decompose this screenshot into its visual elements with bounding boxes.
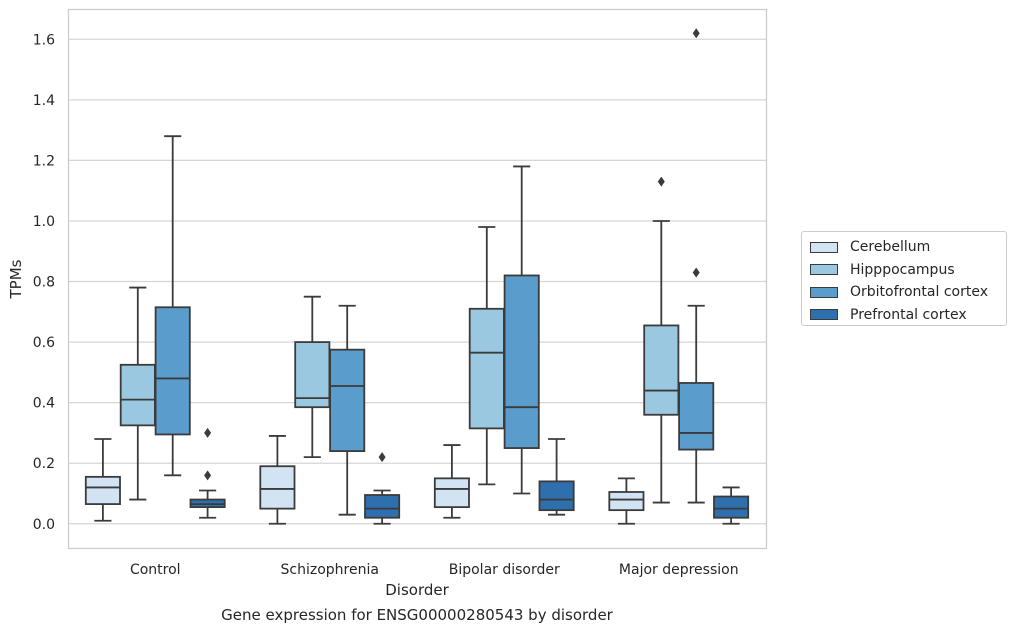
box-iqr <box>503 274 540 449</box>
chart-caption: Gene expression for ENSG00000280543 by d… <box>221 606 613 624</box>
box-prefrontal-cortex-major-depression <box>713 486 750 525</box>
box-orbitofrontal-cortex-bipolar-disorder <box>503 165 540 495</box>
box-prefrontal-cortex-control <box>189 427 226 519</box>
legend-label: Orbitofrontal cortex <box>850 284 988 301</box>
box-cerebellum-bipolar-disorder <box>433 444 470 519</box>
box-orbitofrontal-cortex-control <box>154 135 191 477</box>
legend-swatch <box>810 309 838 321</box>
outlier-point <box>204 427 212 438</box>
box-cerebellum-schizophrenia <box>259 435 296 525</box>
box-iqr <box>433 477 470 509</box>
legend-swatch <box>810 264 838 276</box>
outlier-point <box>204 470 212 481</box>
legend: Cerebellum Hipppocampus Orbitofrontal co… <box>801 231 1007 326</box>
x-tick-label: Control <box>130 562 181 578</box>
box-cerebellum-control <box>84 438 121 522</box>
box-prefrontal-cortex-schizophrenia <box>364 452 401 525</box>
y-tick-label: 1.0 <box>33 214 55 230</box>
box-iqr <box>468 307 505 430</box>
legend-item-cerebellum: Cerebellum <box>810 236 1006 259</box>
plot-frame <box>67 8 768 550</box>
y-tick-label: 1.2 <box>33 153 55 169</box>
y-tick-label: 0.6 <box>33 335 55 351</box>
box-iqr <box>643 324 680 416</box>
box-iqr <box>84 475 121 505</box>
box-cerebellum-major-depression <box>608 477 645 525</box>
box-hipppocampus-major-depression <box>643 176 680 504</box>
y-tick-label: 0.2 <box>33 456 55 472</box>
box-hipppocampus-schizophrenia <box>294 295 331 459</box>
box-hipppocampus-bipolar-disorder <box>468 226 505 486</box>
box-iqr <box>364 494 401 519</box>
box-iqr <box>119 363 156 427</box>
outlier-point <box>692 28 700 39</box>
legend-label: Prefrontal cortex <box>850 306 967 323</box>
x-tick-labels: Control Schizophrenia Bipolar disorder Majo… <box>130 562 739 578</box>
y-tick-label: 0.4 <box>33 396 55 412</box>
box-iqr <box>608 491 645 512</box>
legend-item-hippocampus: Hipppocampus <box>810 259 1006 282</box>
box-iqr <box>259 465 296 510</box>
box-iqr <box>294 341 331 409</box>
legend-item-orbitofrontal-cortex: Orbitofrontal cortex <box>810 281 1006 304</box>
legend-swatch <box>810 241 838 253</box>
legend-item-prefrontal-cortex: Prefrontal cortex <box>810 304 1006 327</box>
x-axis-title: Disorder <box>385 581 449 599</box>
outlier-point <box>378 452 386 463</box>
legend-swatch <box>810 286 838 298</box>
x-tick-label: Bipolar disorder <box>449 562 560 578</box>
y-axis-title: TPMs <box>7 259 25 299</box>
y-tick-labels: 0.0 0.2 0.4 0.6 0.8 1.0 1.2 1.4 1.6 <box>33 32 55 532</box>
box-iqr <box>678 382 715 451</box>
outlier-point <box>692 267 700 278</box>
outlier-point <box>657 176 665 187</box>
legend-label: Hipppocampus <box>850 261 955 278</box>
boxes <box>84 28 750 525</box>
box-orbitofrontal-cortex-major-depression <box>678 28 715 504</box>
box-iqr <box>154 306 191 436</box>
y-tick-label: 1.6 <box>33 32 55 48</box>
x-tick-label: Schizophrenia <box>281 562 379 578</box>
y-tick-label: 1.4 <box>33 93 55 109</box>
legend-label: Cerebellum <box>850 239 931 256</box>
box-prefrontal-cortex-bipolar-disorder <box>538 438 575 516</box>
box-orbitofrontal-cortex-schizophrenia <box>329 304 366 516</box>
box-iqr <box>713 495 750 519</box>
box-hipppocampus-control <box>119 286 156 501</box>
y-tick-label: 0.8 <box>33 275 55 291</box>
box-iqr <box>329 348 366 453</box>
x-tick-label: Major depression <box>619 562 739 578</box>
y-tick-label: 0.0 <box>33 517 55 533</box>
box-iqr <box>538 480 575 512</box>
